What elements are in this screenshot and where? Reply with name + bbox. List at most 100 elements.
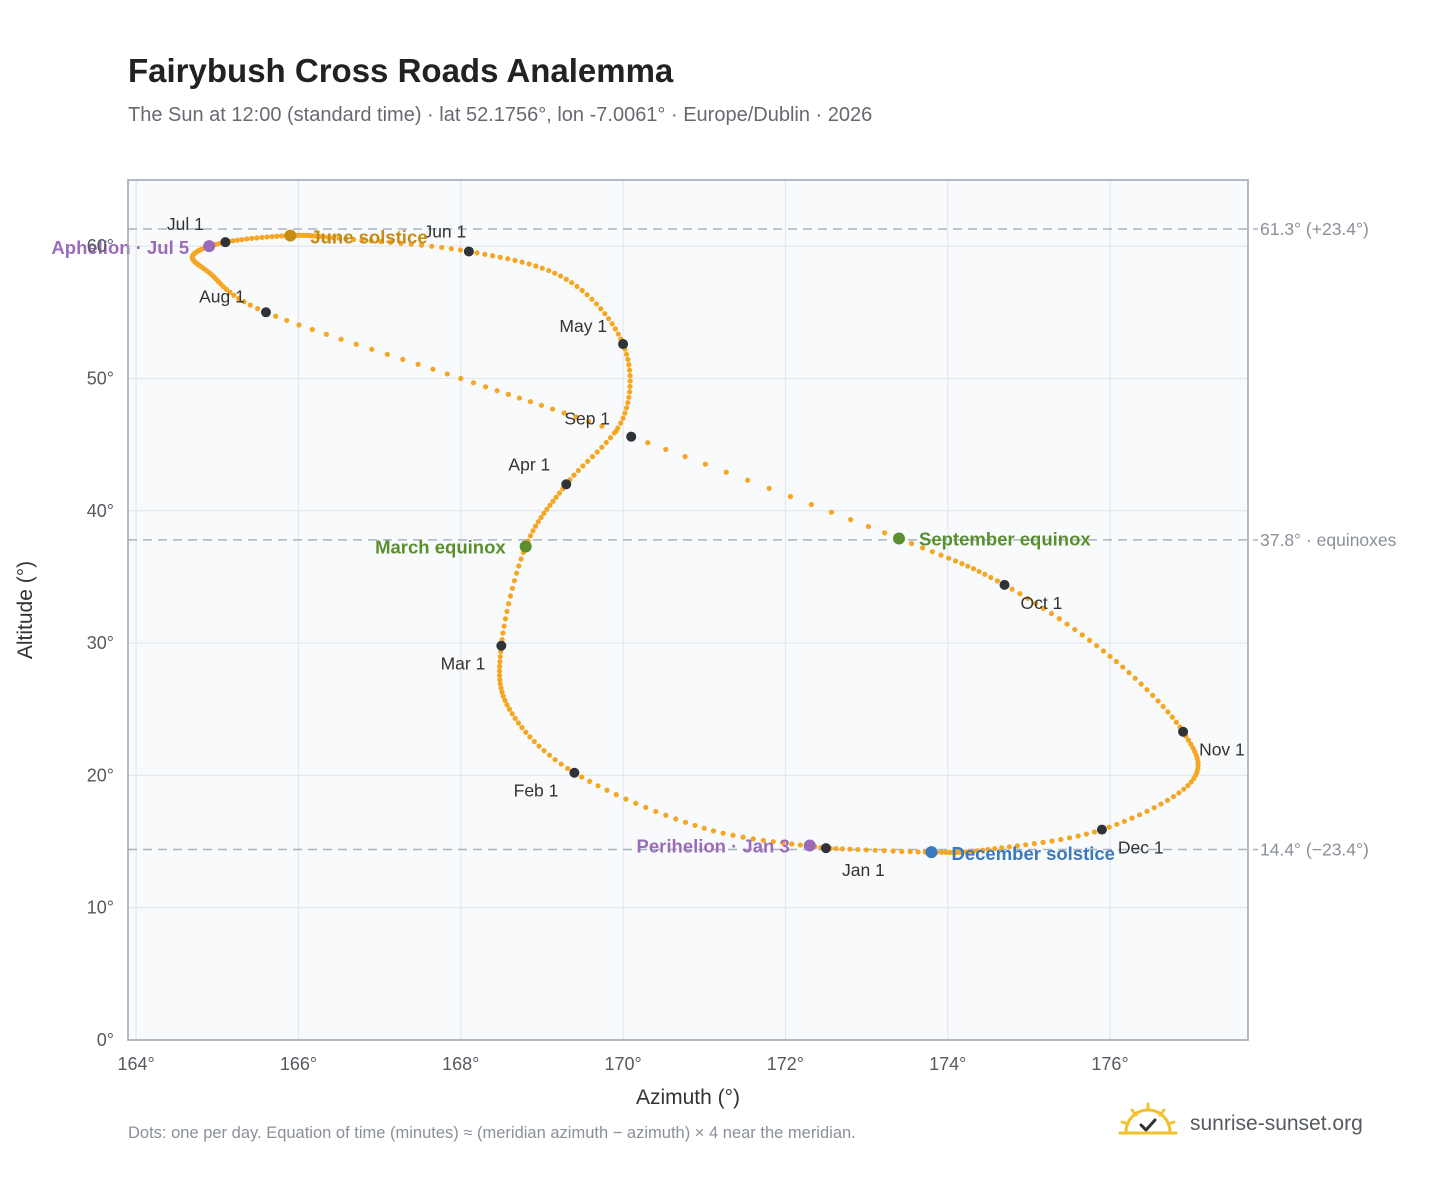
month-marker bbox=[1096, 824, 1107, 835]
month-label: Mar 1 bbox=[441, 654, 486, 674]
day-dot bbox=[673, 816, 679, 822]
day-dot bbox=[538, 514, 544, 521]
day-dot bbox=[943, 849, 949, 855]
day-dot bbox=[828, 509, 835, 515]
day-dot bbox=[710, 828, 717, 834]
day-dot bbox=[992, 846, 998, 852]
day-dot bbox=[368, 238, 374, 244]
day-dot bbox=[1031, 841, 1037, 847]
day-dot bbox=[750, 836, 756, 842]
y-tick-label: 0° bbox=[97, 1030, 114, 1050]
x-tick-label: 172° bbox=[767, 1054, 804, 1074]
day-dot bbox=[515, 720, 522, 726]
day-dot bbox=[985, 846, 991, 853]
month-label: Dec 1 bbox=[1118, 838, 1164, 858]
day-dot bbox=[682, 454, 688, 460]
month-marker bbox=[260, 307, 271, 318]
day-dot bbox=[1072, 626, 1078, 633]
day-dot bbox=[500, 630, 506, 636]
day-dot bbox=[343, 236, 349, 242]
month-marker bbox=[569, 767, 580, 778]
day-dot bbox=[509, 711, 515, 717]
day-dot bbox=[623, 405, 630, 411]
day-dot bbox=[506, 706, 513, 712]
day-dot bbox=[855, 846, 861, 853]
day-dot bbox=[965, 563, 971, 569]
reference-line-label: 61.3° (+23.4°) bbox=[1260, 219, 1369, 239]
day-dot bbox=[627, 372, 633, 379]
day-dot bbox=[604, 787, 610, 793]
month-marker bbox=[999, 579, 1010, 590]
month-marker bbox=[820, 843, 831, 854]
day-dot bbox=[789, 841, 795, 847]
day-dot bbox=[653, 808, 659, 815]
day-dot bbox=[511, 578, 518, 584]
event-markers: June solstice Aphelion · Jul 5 March equin… bbox=[51, 227, 1115, 865]
day-dot bbox=[439, 244, 445, 251]
day-dot bbox=[625, 400, 631, 406]
day-dot bbox=[848, 517, 854, 523]
day-dot bbox=[615, 331, 621, 337]
day-dot bbox=[723, 469, 729, 475]
day-dot bbox=[527, 734, 533, 740]
day-dot bbox=[599, 444, 605, 450]
day-dot bbox=[547, 502, 553, 508]
day-dot bbox=[586, 418, 592, 425]
day-dot bbox=[585, 458, 591, 464]
day-dot bbox=[330, 235, 336, 241]
day-dot bbox=[264, 234, 270, 240]
day-dot bbox=[273, 313, 279, 319]
plot-border bbox=[127, 179, 1249, 1041]
sun-check-icon bbox=[1118, 1102, 1178, 1135]
day-dot bbox=[518, 556, 524, 562]
day-dot bbox=[1181, 786, 1187, 792]
day-dot bbox=[1132, 675, 1138, 681]
day-dot bbox=[546, 267, 552, 274]
day-dot bbox=[497, 663, 503, 670]
day-dot bbox=[872, 847, 878, 853]
day-dot bbox=[908, 540, 915, 547]
day-dot bbox=[227, 289, 233, 295]
day-dot bbox=[506, 601, 512, 607]
brand-name: sunrise-sunset.org bbox=[1190, 1112, 1363, 1135]
day-dot bbox=[575, 467, 581, 474]
event-marker bbox=[519, 540, 532, 553]
month-marker bbox=[463, 246, 474, 257]
x-tick-label: 176° bbox=[1091, 1054, 1128, 1074]
day-dot bbox=[501, 623, 507, 629]
day-dot bbox=[513, 570, 520, 576]
day-dot bbox=[623, 796, 629, 802]
footnote: Dots: one per day. Equation of time (min… bbox=[128, 1124, 856, 1142]
event-label: Perihelion · Jan 3 bbox=[637, 836, 790, 857]
day-dot bbox=[612, 326, 618, 332]
month-marker bbox=[618, 339, 629, 350]
day-dot bbox=[643, 804, 649, 811]
day-dot bbox=[497, 254, 503, 260]
day-dot bbox=[254, 306, 261, 312]
day-dot bbox=[336, 235, 342, 241]
day-dot bbox=[553, 494, 559, 500]
day-dot bbox=[234, 237, 241, 243]
day-dot bbox=[496, 668, 503, 674]
day-dot bbox=[504, 608, 510, 615]
day-dot bbox=[1169, 714, 1175, 720]
day-dot bbox=[595, 783, 601, 789]
day-dot bbox=[398, 240, 404, 246]
day-dot bbox=[535, 519, 541, 525]
day-dot bbox=[979, 847, 986, 853]
day-dot bbox=[239, 236, 245, 243]
day-dot bbox=[359, 237, 365, 243]
day-dot bbox=[626, 367, 633, 373]
day-dot bbox=[740, 834, 746, 840]
day-dot bbox=[448, 246, 454, 252]
day-dot bbox=[882, 530, 888, 536]
day-dot bbox=[1158, 801, 1164, 807]
day-dot bbox=[502, 616, 509, 622]
month-label: May 1 bbox=[559, 316, 607, 336]
day-dot bbox=[594, 449, 600, 455]
day-dot bbox=[622, 410, 628, 416]
day-dot bbox=[556, 490, 563, 496]
day-dot bbox=[320, 234, 327, 240]
day-dot bbox=[702, 461, 708, 467]
day-dot bbox=[623, 351, 630, 357]
